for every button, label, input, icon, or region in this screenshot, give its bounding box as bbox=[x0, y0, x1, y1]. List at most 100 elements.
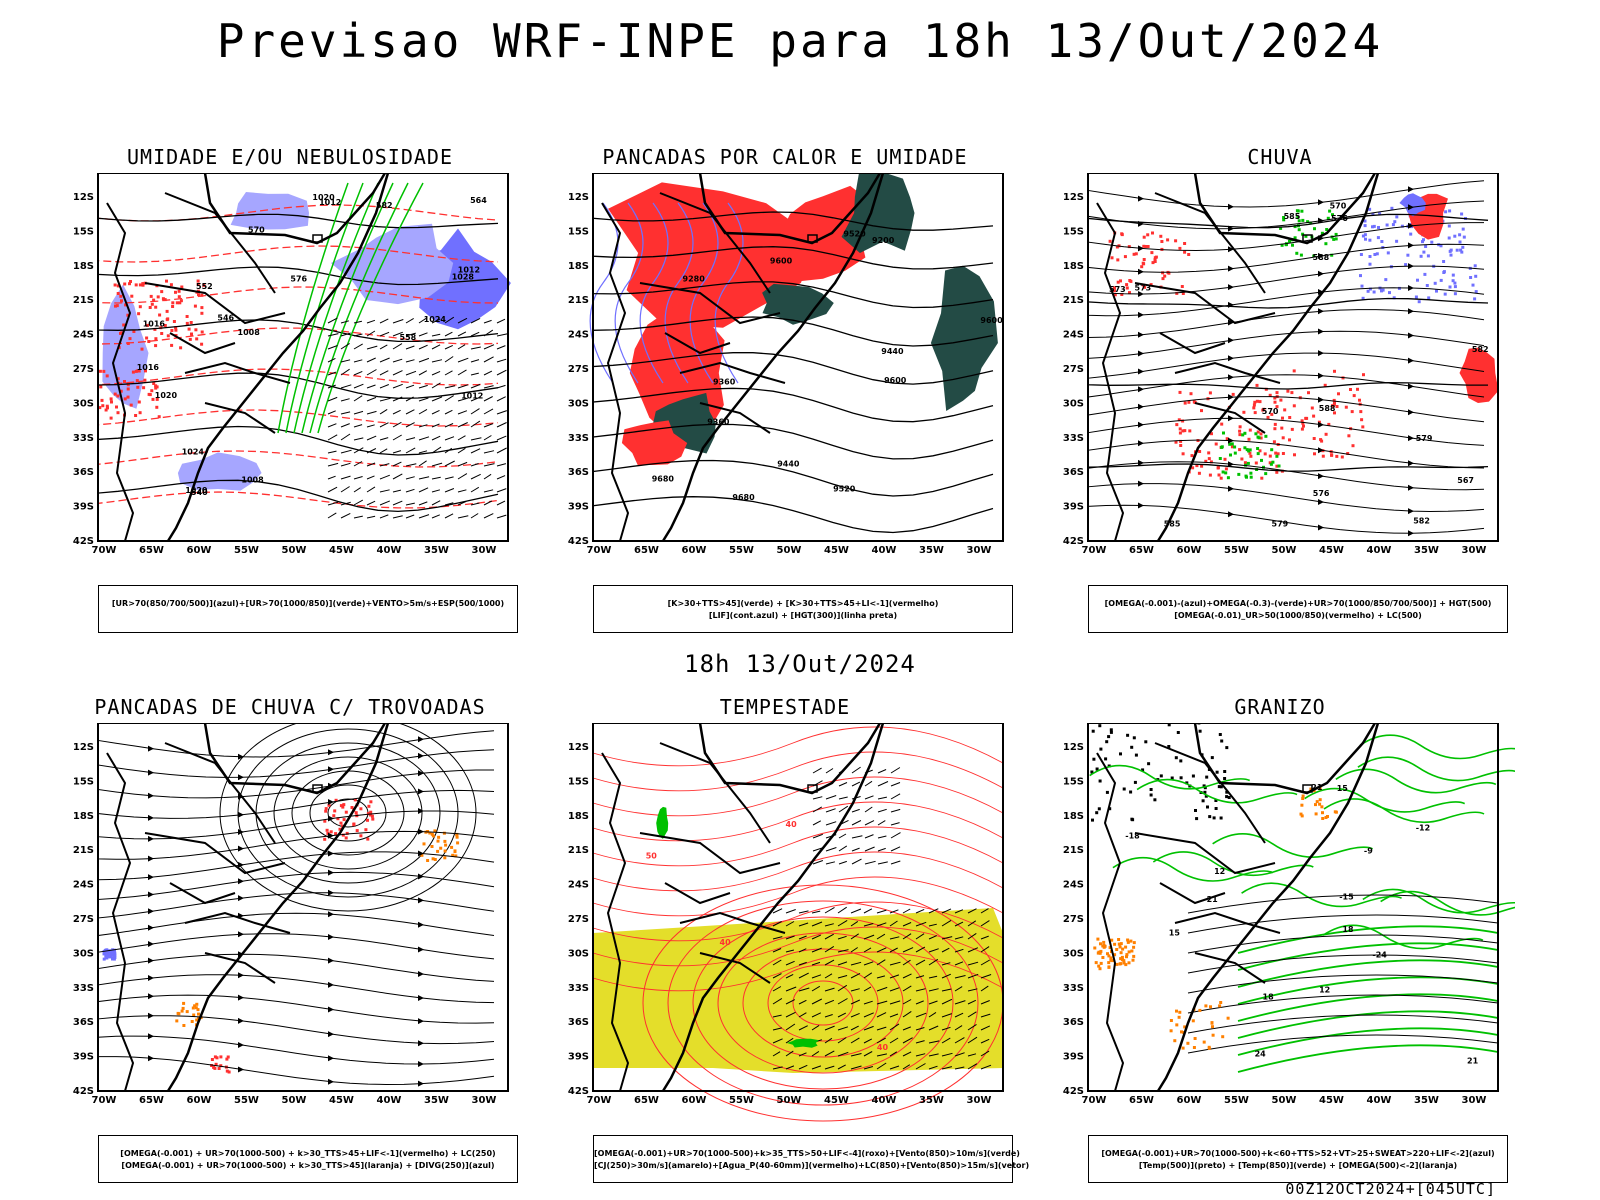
streamline bbox=[1087, 439, 1485, 469]
precip-speck bbox=[1149, 283, 1153, 287]
streamline-arrow bbox=[1318, 447, 1324, 454]
precip-speck bbox=[165, 309, 169, 313]
precip-speck bbox=[1279, 398, 1283, 402]
wind-vector bbox=[496, 369, 507, 376]
contour-line bbox=[592, 246, 994, 270]
streamline-arrow bbox=[1228, 246, 1234, 253]
map-frame bbox=[1087, 723, 1499, 1092]
legend-box: [OMEGA(-0.001)+UR>70(1000-500)+k<60+TTS>… bbox=[1088, 1135, 1508, 1183]
wind-vector bbox=[379, 344, 388, 350]
streamline-loop bbox=[237, 728, 459, 898]
lat-tick-label: 12S bbox=[568, 742, 589, 753]
precip-speck bbox=[1247, 449, 1251, 453]
precip-speck bbox=[1107, 965, 1111, 969]
streamline-arrow bbox=[1138, 245, 1144, 252]
precip-speck bbox=[1163, 274, 1167, 278]
precip-speck bbox=[1192, 400, 1196, 404]
wind-vector bbox=[798, 935, 807, 940]
lon-tick-label: 50W bbox=[777, 1095, 802, 1106]
streamline-arrow bbox=[238, 994, 244, 1001]
precip-speck bbox=[182, 1024, 186, 1027]
precip-speck bbox=[1183, 242, 1187, 245]
wind-vector bbox=[366, 500, 376, 506]
wind-vector bbox=[772, 908, 783, 914]
precip-speck bbox=[1115, 962, 1119, 966]
precip-speck bbox=[1126, 733, 1130, 737]
wind-vector bbox=[798, 999, 807, 1005]
precip-water-contour bbox=[592, 901, 1004, 942]
precip-speck bbox=[1130, 817, 1134, 821]
shaded-region bbox=[841, 173, 915, 253]
wind-vector bbox=[954, 948, 964, 953]
precip-speck bbox=[323, 837, 327, 841]
precip-speck bbox=[1181, 429, 1185, 433]
wind-vector bbox=[785, 1023, 796, 1031]
precip-speck bbox=[112, 957, 116, 961]
lat-tick-label: 33S bbox=[73, 433, 94, 444]
wind-vector bbox=[353, 359, 363, 363]
wind-vector bbox=[980, 1000, 990, 1005]
wind-vector bbox=[418, 384, 428, 389]
wind-vector bbox=[863, 986, 872, 992]
wind-vector bbox=[889, 1013, 899, 1018]
wind-vector bbox=[772, 921, 782, 927]
precip-speck bbox=[1178, 390, 1182, 394]
wind-vector bbox=[444, 385, 456, 389]
wind-vector bbox=[392, 331, 403, 337]
wind-vector bbox=[785, 999, 796, 1005]
contour-line bbox=[1087, 295, 1489, 309]
wind-vector bbox=[902, 999, 912, 1005]
wind-vector bbox=[876, 1062, 887, 1070]
wind-vector bbox=[496, 514, 507, 519]
streamline-arrow bbox=[148, 792, 154, 799]
lon-tick-label: 70W bbox=[92, 1095, 117, 1106]
precip-speck bbox=[1226, 476, 1230, 480]
wind-vector bbox=[340, 486, 350, 493]
streamline-arrow bbox=[1228, 394, 1234, 401]
precip-speck bbox=[1245, 475, 1248, 479]
precip-speck bbox=[1119, 279, 1122, 283]
contour-label: 585 bbox=[1284, 212, 1301, 221]
precip-speck bbox=[1473, 297, 1477, 301]
wind-vector bbox=[379, 463, 390, 467]
precip-speck bbox=[138, 411, 142, 415]
precip-speck bbox=[1312, 414, 1316, 418]
streamline-arrow bbox=[328, 850, 334, 857]
precip-speck bbox=[1228, 442, 1232, 446]
precip-speck bbox=[1128, 291, 1131, 295]
streamline-arrow bbox=[1318, 396, 1324, 403]
wind-vector bbox=[457, 422, 468, 428]
contour-line bbox=[97, 450, 499, 468]
precip-speck bbox=[1210, 432, 1213, 436]
precip-water-contour bbox=[592, 826, 1004, 867]
precip-speck bbox=[1106, 952, 1109, 956]
precip-speck bbox=[1240, 457, 1244, 461]
precip-speck bbox=[1293, 453, 1296, 457]
precip-speck bbox=[1390, 206, 1394, 210]
wind-vector bbox=[954, 936, 964, 940]
streamline-arrow bbox=[1318, 270, 1324, 277]
wind-vector bbox=[379, 437, 389, 441]
capital-marker bbox=[807, 234, 818, 243]
wind-vector bbox=[915, 1000, 924, 1005]
wind-vector bbox=[902, 908, 911, 914]
wind-vector bbox=[340, 411, 351, 415]
precip-speck bbox=[1183, 250, 1187, 254]
lat-tick-label: 39S bbox=[1063, 1052, 1084, 1063]
precip-speck bbox=[227, 1070, 231, 1074]
wind-vector bbox=[825, 808, 836, 813]
lon-tick-label: 60W bbox=[187, 1095, 212, 1106]
precip-speck bbox=[1380, 240, 1384, 243]
precip-speck bbox=[1448, 285, 1452, 289]
wind-vector bbox=[431, 489, 441, 493]
precip-speck bbox=[1288, 438, 1291, 442]
wind-vector bbox=[954, 1052, 965, 1057]
precip-speck bbox=[1219, 476, 1223, 480]
precip-speck bbox=[426, 859, 430, 862]
precip-speck bbox=[1151, 231, 1154, 235]
streamline-arrow bbox=[1318, 499, 1324, 505]
legend-box: [UR>70(850/700/500)](azul)+[UR>70(1000/8… bbox=[98, 585, 518, 633]
precip-speck bbox=[327, 803, 331, 807]
streamline bbox=[97, 974, 495, 1004]
